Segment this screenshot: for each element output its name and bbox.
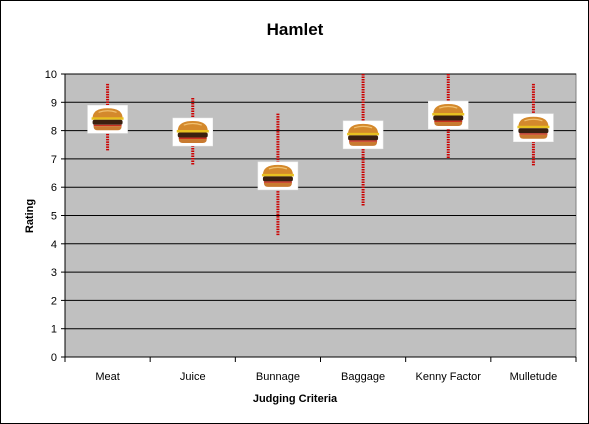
hamburger-icon bbox=[513, 113, 554, 143]
y-tick-label: 4 bbox=[51, 239, 57, 251]
chart-title: Hamlet bbox=[267, 20, 324, 39]
y-tick-label: 0 bbox=[51, 352, 57, 364]
y-tick-label: 8 bbox=[51, 126, 57, 138]
x-tick-label: Meat bbox=[95, 371, 119, 383]
y-tick-label: 9 bbox=[51, 97, 57, 109]
x-tick-label: Kenny Factor bbox=[416, 371, 482, 383]
x-tick-label: Juice bbox=[180, 371, 206, 383]
y-axis-title: Rating bbox=[24, 199, 36, 233]
x-tick-label: Bunnage bbox=[256, 371, 300, 383]
y-tick-label: 5 bbox=[51, 211, 57, 223]
hamburger-icon bbox=[428, 100, 469, 130]
hamburger-icon bbox=[87, 105, 128, 134]
x-tick-label: Mulletude bbox=[510, 371, 558, 383]
hamburger-icon bbox=[172, 117, 213, 147]
x-axis-ticks: Meat Juice Bunnage Baggage Kenny Factor Mulle… bbox=[64, 357, 577, 383]
y-tick-label: 2 bbox=[51, 295, 57, 307]
x-axis-title: Judging Criteria bbox=[253, 393, 338, 405]
hamburger-icon bbox=[342, 120, 384, 150]
y-tick-label: 6 bbox=[51, 182, 57, 194]
y-tick-label: 3 bbox=[51, 267, 57, 279]
y-tick-label: 10 bbox=[45, 69, 57, 81]
y-tick-label: 7 bbox=[51, 154, 57, 166]
gridlines bbox=[65, 73, 576, 330]
x-tick-label: Baggage bbox=[341, 371, 385, 383]
data-markers bbox=[87, 100, 554, 191]
y-tick-label: 1 bbox=[51, 324, 57, 336]
hamburger-icon bbox=[257, 161, 299, 191]
